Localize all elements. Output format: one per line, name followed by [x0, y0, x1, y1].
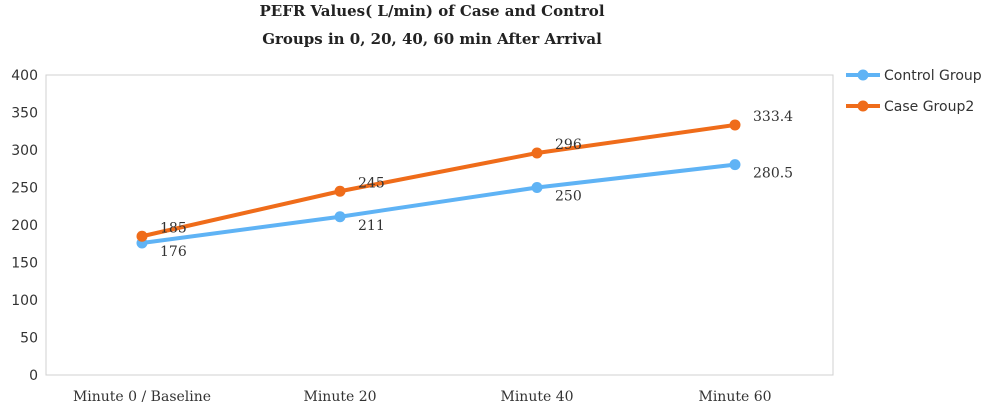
- x-tick-label: Minute 0 / Baseline: [73, 389, 211, 405]
- data-label: 185: [160, 220, 187, 236]
- data-point: [334, 185, 346, 197]
- data-point: [531, 147, 543, 159]
- y-tick-label: 100: [11, 293, 38, 309]
- x-tick-label: Minute 60: [698, 389, 771, 405]
- data-label: 333.4: [753, 109, 793, 125]
- y-tick-label: 150: [11, 256, 38, 272]
- data-label: 245: [358, 175, 385, 191]
- x-axis: Minute 0 / Baseline Minute 20 Minute 40 Min…: [73, 389, 772, 405]
- legend-label: Control Group: [884, 68, 982, 84]
- data-point: [729, 119, 741, 131]
- y-tick-label: 50: [20, 331, 38, 347]
- series-lines: [140, 122, 737, 245]
- y-tick-label: 300: [11, 143, 38, 159]
- data-point: [334, 211, 346, 223]
- plot-frame: [45, 74, 834, 376]
- data-label: 296: [555, 137, 582, 153]
- chart-title-line-2: Groups in 0, 20, 40, 60 min After Arriva…: [262, 30, 602, 48]
- data-label: 211: [358, 218, 385, 234]
- series-points: [136, 119, 741, 249]
- y-tick-label: 250: [11, 181, 38, 197]
- legend-label: Case Group2: [884, 99, 974, 115]
- y-tick-label: 350: [11, 106, 38, 122]
- data-label: 280.5: [753, 166, 793, 182]
- data-labels: 176 211 250 280.5 185 245 296 333.4: [160, 109, 793, 260]
- y-tick-label: 400: [11, 68, 38, 84]
- series-line-1: [140, 122, 737, 239]
- chart-title-line-1: PEFR Values( L/min) of Case and Control: [259, 2, 604, 20]
- legend-swatch-marker: [857, 100, 869, 112]
- data-point: [729, 159, 741, 171]
- data-point: [531, 182, 543, 193]
- y-axis: 0 50 100 150 200 250 300 350 400: [11, 68, 38, 384]
- series-line-0: [140, 162, 737, 245]
- y-tick-label: 200: [11, 218, 38, 234]
- data-label: 176: [160, 244, 187, 260]
- data-point: [136, 230, 148, 242]
- y-tick-label: 0: [29, 368, 38, 384]
- legend: Control Group Case Group2: [846, 68, 982, 115]
- x-tick-label: Minute 40: [500, 389, 573, 405]
- x-tick-label: Minute 20: [303, 389, 376, 405]
- data-label: 250: [555, 189, 582, 205]
- legend-swatch-marker: [857, 69, 869, 81]
